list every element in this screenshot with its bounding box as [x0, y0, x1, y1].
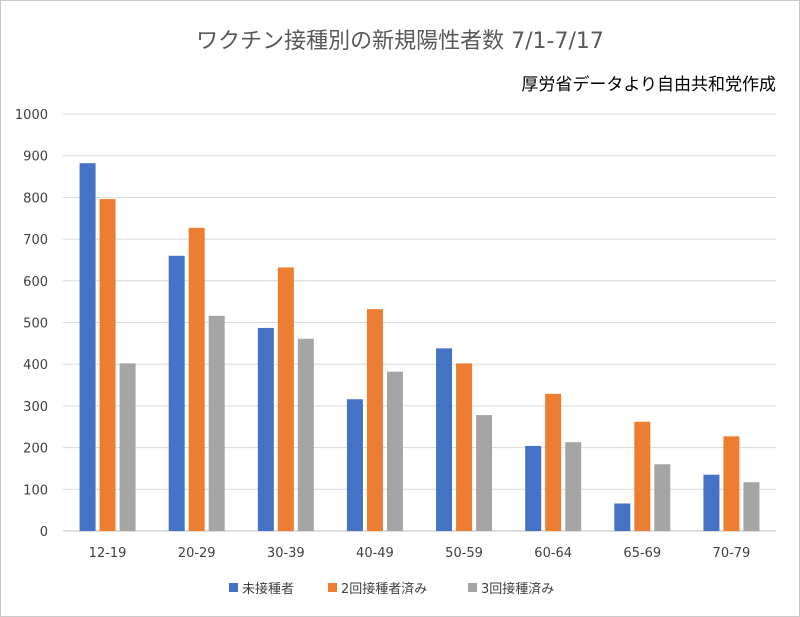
bar — [525, 445, 542, 531]
bars — [79, 163, 760, 531]
bar — [386, 371, 403, 531]
legend-label: 未接種者 — [242, 581, 294, 597]
y-tick-label: 0 — [40, 525, 48, 540]
bar — [119, 363, 136, 531]
y-tick-label: 800 — [23, 191, 48, 206]
bar — [634, 421, 651, 531]
y-tick-label: 300 — [23, 400, 48, 415]
bar — [208, 315, 225, 531]
y-tick-label: 600 — [23, 275, 48, 290]
bar — [79, 163, 96, 531]
y-tick-label: 700 — [23, 233, 48, 248]
bar — [436, 348, 453, 531]
x-category-label: 30-39 — [267, 546, 305, 561]
bar — [545, 393, 562, 531]
bar — [188, 227, 205, 531]
bar — [168, 255, 185, 531]
bar — [565, 442, 582, 531]
y-axis-ticks: 0 100 200 300 400 500 600 700 800 900 1000 — [15, 108, 48, 540]
bar — [723, 436, 740, 531]
x-category-label: 60-64 — [534, 546, 572, 561]
x-category-label: 40-49 — [356, 546, 394, 561]
chart-title: ワクチン接種別の新規陽性者数 7/1-7/17 — [196, 29, 604, 54]
chart-subtitle: 厚労省データより自由共和党作成 — [521, 74, 776, 95]
bar — [654, 464, 671, 531]
x-axis-categories: 12-19 20-29 30-39 40-49 50-59 60-64 65-69 70-79 — [89, 546, 751, 561]
bar — [257, 327, 274, 531]
legend-label: 2回接種者済み — [341, 581, 427, 597]
bar — [277, 267, 294, 531]
x-category-label: 50-59 — [445, 546, 483, 561]
bar — [703, 474, 720, 531]
legend-label: 3回接種済み — [481, 581, 554, 597]
y-tick-label: 100 — [23, 483, 48, 498]
legend: 未接種者 2回接種者済み 3回接種済み — [229, 581, 554, 597]
x-category-label: 12-19 — [89, 546, 127, 561]
bar — [743, 482, 760, 531]
x-category-label: 70-79 — [713, 546, 751, 561]
bar — [346, 399, 363, 531]
bar — [456, 363, 473, 531]
bar — [366, 309, 383, 531]
y-tick-label: 900 — [23, 150, 48, 165]
bar — [476, 415, 493, 531]
bar — [614, 503, 631, 531]
y-tick-label: 200 — [23, 442, 48, 457]
x-category-label: 20-29 — [178, 546, 216, 561]
y-tick-label: 400 — [23, 358, 48, 373]
x-category-label: 65-69 — [623, 546, 661, 561]
legend-swatch — [468, 583, 477, 592]
bar — [297, 338, 314, 531]
y-tick-label: 1000 — [15, 108, 48, 123]
y-tick-label: 500 — [23, 317, 48, 332]
legend-swatch — [229, 583, 238, 592]
legend-swatch — [328, 583, 337, 592]
bar — [99, 199, 116, 531]
